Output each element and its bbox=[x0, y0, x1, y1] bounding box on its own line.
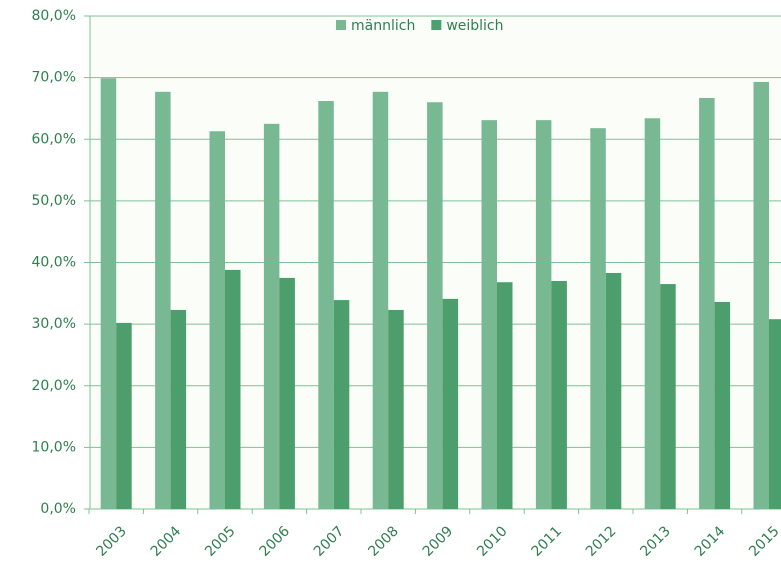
bar bbox=[644, 118, 661, 510]
bar bbox=[333, 300, 350, 509]
bar bbox=[170, 309, 187, 509]
y-tick-label: 50,0% bbox=[32, 193, 76, 209]
bar bbox=[209, 131, 225, 509]
x-tick-label: 2007 bbox=[311, 523, 348, 560]
y-tick-label: 80,0% bbox=[32, 8, 76, 24]
y-tick-label: 30,0% bbox=[32, 316, 76, 332]
bar bbox=[427, 102, 443, 510]
bar bbox=[263, 123, 280, 509]
bar bbox=[497, 282, 513, 509]
y-tick-label: 0,0% bbox=[40, 501, 76, 517]
bar bbox=[100, 78, 117, 510]
bar bbox=[535, 120, 552, 510]
x-tick-label: 2005 bbox=[202, 523, 239, 560]
y-tick-label: 20,0% bbox=[32, 378, 76, 394]
bar bbox=[605, 272, 622, 509]
y-tick-label: 10,0% bbox=[32, 439, 76, 455]
y-tick-label: 60,0% bbox=[32, 131, 76, 147]
bar bbox=[699, 97, 715, 510]
y-tick-label: 70,0% bbox=[32, 70, 76, 86]
x-tick-label: 2013 bbox=[637, 523, 674, 560]
y-tick-label: 40,0% bbox=[32, 255, 76, 271]
x-tick-label: 2011 bbox=[529, 523, 566, 560]
legend-swatch bbox=[431, 20, 442, 30]
x-tick-label: 2004 bbox=[148, 523, 185, 560]
x-tick-label: 2003 bbox=[93, 523, 130, 560]
x-tick-label: 2014 bbox=[692, 523, 729, 560]
legend-label: männlich bbox=[351, 18, 415, 34]
x-tick-label: 2008 bbox=[365, 523, 402, 560]
legend-label: weiblich bbox=[446, 18, 503, 34]
x-tick-label: 2006 bbox=[257, 523, 294, 560]
bar bbox=[481, 120, 497, 510]
bar bbox=[660, 284, 676, 509]
bar bbox=[372, 91, 389, 509]
x-tick-label: 2015 bbox=[746, 523, 781, 560]
bar bbox=[116, 322, 132, 509]
bar bbox=[279, 277, 295, 509]
bar bbox=[769, 319, 781, 509]
x-tick-label: 2010 bbox=[474, 523, 511, 560]
x-tick-label: 2009 bbox=[420, 523, 457, 560]
bar bbox=[388, 309, 404, 509]
legend-swatch bbox=[336, 20, 346, 30]
bar bbox=[225, 269, 241, 509]
bar bbox=[714, 301, 731, 509]
bar bbox=[318, 101, 334, 509]
bar bbox=[442, 298, 459, 509]
x-tick-label: 2012 bbox=[583, 523, 620, 560]
bar bbox=[551, 280, 567, 509]
bar bbox=[590, 128, 606, 509]
bar bbox=[155, 91, 171, 509]
bar bbox=[753, 81, 769, 509]
